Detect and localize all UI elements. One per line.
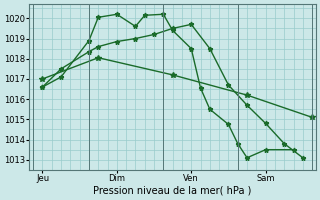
X-axis label: Pression niveau de la mer( hPa ): Pression niveau de la mer( hPa )	[93, 186, 252, 196]
